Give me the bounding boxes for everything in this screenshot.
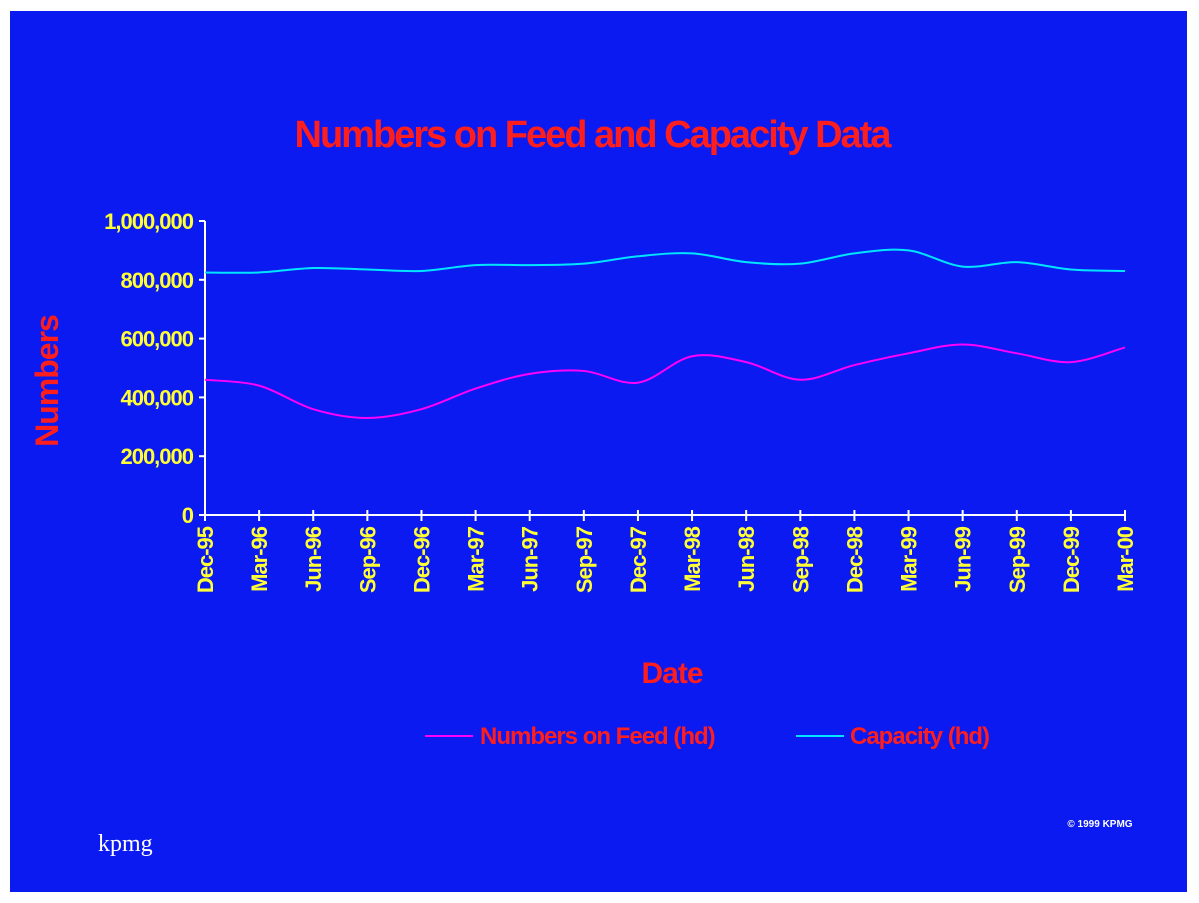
y-tick-label: 400,000 (120, 385, 193, 410)
y-tick-label: 200,000 (120, 444, 193, 469)
x-axis-label: Date (641, 657, 702, 690)
legend: Numbers on Feed (hd) Capacity (hd) (425, 723, 990, 750)
x-tick-label: Jun-98 (734, 526, 759, 592)
x-tick-label: Jun-97 (518, 526, 543, 592)
x-tick-label: Sep-98 (788, 526, 813, 593)
x-tick-label: Mar-98 (680, 526, 705, 592)
x-tick-label: Mar-97 (464, 526, 489, 592)
x-tick-labels: Dec-95 Mar-96 Jun-96 Sep-96 Dec-96 Mar-97 Jun-… (193, 526, 1138, 593)
x-tick-label: Jun-99 (951, 526, 976, 592)
series-line-capacity (204, 248, 1126, 274)
series-line-numbers-on-feed (204, 343, 1126, 419)
x-tick-label: Dec-99 (1059, 526, 1084, 593)
slide-background: Numbers on Feed and Capacity Data Number… (10, 11, 1187, 892)
y-tick-label: 600,000 (120, 327, 193, 352)
x-tick-label: Dec-96 (409, 526, 434, 593)
y-axis-label: Numbers (29, 315, 65, 447)
chart-title: Numbers on Feed and Capacity Data (295, 114, 893, 156)
x-tick-label: Dec-97 (626, 526, 651, 593)
x-tick-label: Sep-99 (1005, 526, 1030, 593)
y-tick-label: 1,000,000 (104, 209, 194, 234)
kpmg-logo: kpmg (98, 831, 153, 857)
x-tick-label: Sep-96 (355, 526, 380, 593)
chart: Numbers on Feed and Capacity Data Number… (29, 114, 1138, 857)
y-tick-label: 0 (182, 503, 194, 528)
axes (199, 220, 1126, 521)
legend-label: Numbers on Feed (hd) (480, 723, 715, 750)
y-tick-label: 800,000 (120, 268, 193, 293)
copyright-notice: © 1999 KPMG (1067, 819, 1132, 830)
x-tick-label: Mar-00 (1113, 526, 1138, 592)
x-tick-label: Mar-96 (247, 526, 272, 592)
x-tick-label: Dec-98 (842, 526, 867, 593)
x-tick-label: Dec-95 (193, 526, 218, 593)
series-lines (204, 248, 1126, 419)
x-tick-label: Sep-97 (572, 526, 597, 593)
legend-label: Capacity (hd) (850, 723, 989, 750)
x-tick-label: Jun-96 (301, 526, 326, 592)
x-tick-label: Mar-99 (897, 526, 922, 592)
y-tick-labels: 0 200,000 400,000 600,000 800,000 1,000,000 (104, 209, 195, 528)
